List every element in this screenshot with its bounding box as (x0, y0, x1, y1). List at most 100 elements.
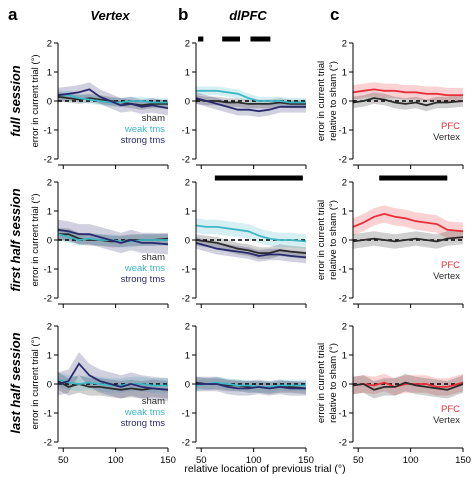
y-axis-label-c-last-line2: relative to sham (°) (328, 343, 339, 423)
x-tick-label: 150 (160, 455, 176, 466)
y-tick-label: -2 (339, 438, 347, 449)
error-band-weak-tms (196, 376, 306, 393)
error-band-strong-tms (58, 219, 168, 255)
y-tick-label: 2 (342, 178, 347, 189)
y-tick-label: 0 (185, 97, 190, 108)
y-tick-label: 2 (342, 322, 347, 333)
y-tick-label: -2 (182, 438, 190, 449)
series-line-weak-tms (196, 89, 306, 104)
x-tick-label: 50 (196, 455, 207, 466)
y-tick-label: 0 (342, 236, 347, 247)
y-tick-label: -1 (44, 265, 52, 276)
y-tick-label: 0 (185, 380, 190, 391)
series-line-strong-tms (57, 362, 169, 391)
series-line-vertex (352, 381, 464, 391)
row-title-last-half-session: last half session (8, 332, 23, 433)
legend-label-weak-tms: weak tms (124, 124, 165, 135)
legend-label-strong-tms: strong tms (121, 274, 166, 285)
y-axis-label-c-full-line2: relative to sham (°) (328, 61, 339, 141)
y-tick-label: 1 (185, 207, 190, 218)
y-tick-label: 2 (342, 39, 347, 50)
y-tick-label: 1 (47, 68, 52, 79)
panel-b-last-half-session: 2 1 0 -1 -2 50 100 150 (182, 322, 314, 467)
legend-label-vertex: Vertex (433, 132, 460, 143)
series-line-strong-tms (57, 228, 169, 246)
legend-label-sham: sham (142, 252, 165, 263)
series-line-sham (57, 380, 169, 391)
y-tick-label: 0 (47, 236, 52, 247)
y-axis-label-c-first-line2: relative to sham (°) (328, 200, 339, 280)
y-tick-label: -1 (182, 265, 190, 276)
error-band-vertex (353, 373, 463, 399)
y-tick-label: -1 (44, 409, 52, 420)
series-line-weak-tms (195, 224, 307, 243)
panel-b-first-half-session: 2 1 0 -1 -2 (182, 175, 307, 308)
y-axis-label-a-last: error in current trial (°) (30, 336, 41, 429)
series-line-vertex (352, 97, 464, 107)
y-tick-label: 0 (342, 380, 347, 391)
error-band-vertex (353, 92, 463, 112)
y-axis-label-c-first-line1: error in current trial (316, 200, 327, 280)
legend-label-weak-tms: weak tms (124, 263, 165, 274)
x-tick-label: 150 (298, 455, 314, 466)
series-line-vertex (352, 236, 464, 243)
y-tick-label: 1 (342, 68, 347, 79)
y-axis-label-a-first: error in current trial (°) (30, 193, 41, 286)
error-band-weak-tms (58, 90, 168, 107)
legend-label-vertex: Vertex (433, 271, 460, 282)
y-axis-label-a-full: error in current trial (°) (30, 54, 41, 147)
y-tick-label: 0 (342, 97, 347, 108)
row-title-first-half-session: first half session (8, 188, 23, 291)
y-tick-label: -2 (44, 294, 52, 305)
y-tick-label: 1 (185, 351, 190, 362)
x-tick-label: 100 (246, 455, 262, 466)
y-tick-label: -2 (339, 155, 347, 166)
y-tick-label: -1 (339, 126, 347, 137)
legend-label-pfc: PFC (441, 260, 460, 271)
y-tick-label: -2 (182, 294, 190, 305)
legend-label-pfc: PFC (441, 404, 460, 415)
error-band-weak-tms (196, 218, 306, 249)
y-axis-label-c-last-line1: error in current trial (316, 343, 327, 423)
legend-label-strong-tms: strong tms (121, 418, 166, 429)
series-line-pfc (352, 381, 464, 388)
y-tick-label: 2 (47, 178, 52, 189)
y-tick-label: 1 (47, 351, 52, 362)
x-tick-label: 100 (108, 455, 124, 466)
y-tick-label: -2 (339, 294, 347, 305)
y-tick-label: 0 (47, 97, 52, 108)
y-tick-label: 2 (185, 178, 190, 189)
series-line-sham (195, 98, 306, 105)
error-band-weak-tms (58, 372, 168, 393)
y-tick-label: 2 (185, 39, 190, 50)
series-line-strong-tms (57, 88, 169, 110)
y-tick-label: 1 (185, 68, 190, 79)
column-title-vertex: Vertex (90, 8, 130, 23)
series-line-strong-tms (195, 97, 306, 113)
y-tick-label: 1 (342, 207, 347, 218)
legend-label-strong-tms: strong tms (121, 135, 166, 146)
y-tick-label: -2 (44, 155, 52, 166)
error-band-pfc (353, 205, 463, 240)
error-band-strong-tms (58, 352, 168, 402)
legend-label-pfc: PFC (441, 121, 460, 132)
series-line-pfc (352, 212, 464, 233)
x-tick-label: 50 (353, 455, 364, 466)
series-line-weak-tms (58, 94, 168, 104)
y-tick-label: 0 (185, 236, 190, 247)
y-axis-label-c-full-line1: error in current trial (316, 61, 327, 141)
x-axis-label: relative location of previous trial (°) (184, 463, 345, 475)
error-band-sham (196, 234, 306, 259)
y-tick-label: 0 (47, 380, 52, 391)
y-tick-label: 2 (47, 39, 52, 50)
series-line-pfc (352, 88, 463, 97)
y-tick-label: 1 (47, 207, 52, 218)
